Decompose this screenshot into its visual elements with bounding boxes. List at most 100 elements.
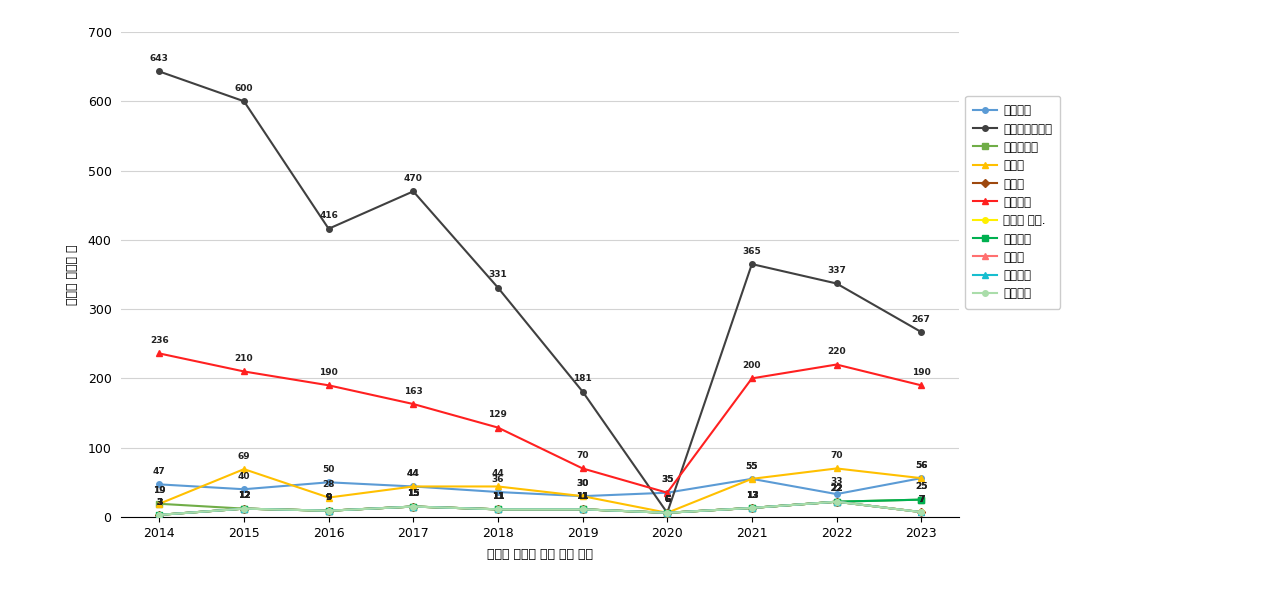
Line: 이베이 인크.: 이베이 인크.: [156, 499, 924, 518]
오드켈셋: [914, 496, 929, 503]
이베이 인크.: [406, 503, 421, 510]
Text: 7: 7: [918, 495, 924, 504]
오드켈셋: [744, 505, 759, 512]
Text: 600: 600: [234, 84, 253, 93]
신한카드: [321, 382, 337, 389]
Text: 36: 36: [492, 475, 504, 484]
Text: 163: 163: [404, 386, 422, 395]
에스케이플래닛: [575, 388, 590, 395]
Text: 3: 3: [156, 497, 163, 506]
카카오: [151, 500, 166, 508]
Text: 22: 22: [831, 484, 842, 493]
Text: 6: 6: [664, 496, 671, 505]
비씨카드: [744, 505, 759, 512]
비씨카드: [151, 511, 166, 518]
십일번가: [237, 485, 252, 493]
Line: 에스케이플래닛: 에스케이플래닛: [156, 69, 924, 515]
이베이 인크.: [490, 506, 506, 513]
Text: 13: 13: [746, 491, 758, 500]
Text: 11: 11: [492, 492, 504, 501]
오드켈셋: [490, 506, 506, 513]
Text: 129: 129: [489, 410, 507, 419]
Text: 70: 70: [831, 451, 842, 460]
Y-axis label: 심사관 피인용 수: 심사관 피인용 수: [67, 244, 79, 305]
Text: 15: 15: [407, 489, 420, 498]
Line: 신한카드: 신한카드: [156, 350, 924, 496]
Line: 네이버: 네이버: [156, 499, 924, 518]
Text: 331: 331: [489, 271, 507, 280]
지마켓: [490, 506, 506, 513]
Text: 13: 13: [746, 491, 758, 500]
에스케이플래닛: [914, 328, 929, 335]
Text: 28: 28: [323, 480, 335, 489]
Text: 11: 11: [492, 492, 504, 501]
비씨카드: [575, 506, 590, 513]
Text: 236: 236: [150, 336, 169, 345]
Text: 44: 44: [492, 469, 504, 478]
Line: 지마켓: 지마켓: [156, 499, 924, 518]
Text: 13: 13: [746, 491, 758, 500]
Line: 하나은행: 하나은행: [156, 499, 924, 518]
지마켓: [151, 511, 166, 518]
Text: 11: 11: [576, 492, 589, 501]
Text: 3: 3: [156, 497, 163, 506]
Text: 12: 12: [238, 491, 251, 500]
비씨카드: [406, 503, 421, 510]
Text: 22: 22: [831, 484, 842, 493]
Text: 181: 181: [573, 374, 591, 383]
Text: 13: 13: [746, 491, 758, 500]
Text: 30: 30: [576, 479, 589, 488]
Text: 7: 7: [918, 495, 924, 504]
Text: 19: 19: [154, 487, 165, 496]
Text: 6: 6: [664, 496, 671, 505]
Text: 47: 47: [154, 467, 165, 476]
신한카드: [490, 424, 506, 431]
오드켈셋: [575, 506, 590, 513]
지마켓: [914, 508, 929, 515]
엔에이치엔: [575, 506, 590, 513]
신한카드: [659, 489, 675, 496]
십일번가: [490, 488, 506, 496]
십일번가: [744, 475, 759, 482]
Text: 11: 11: [492, 492, 504, 501]
비씨카드: [914, 508, 929, 515]
Text: 11: 11: [576, 492, 589, 501]
신한카드: [151, 350, 166, 357]
오드켈셋: [151, 511, 166, 518]
비씨카드: [490, 506, 506, 513]
하나은행: [914, 508, 929, 515]
비씨카드: [237, 505, 252, 512]
네이버: [151, 511, 166, 518]
신한카드: [744, 375, 759, 382]
Text: 6: 6: [664, 496, 671, 505]
Text: 50: 50: [323, 465, 335, 474]
Text: 22: 22: [831, 484, 842, 493]
비씨카드: [659, 509, 675, 517]
Line: 십일번가: 십일번가: [156, 475, 924, 499]
Text: 9: 9: [325, 493, 332, 502]
십일번가: [321, 479, 337, 486]
네이버: [659, 509, 675, 517]
Text: 9: 9: [325, 493, 332, 502]
지마켓: [321, 507, 337, 514]
Text: 11: 11: [492, 492, 504, 501]
에스케이플래닛: [490, 284, 506, 291]
하나은행: [575, 506, 590, 513]
하나은행: [237, 505, 252, 512]
Text: 12: 12: [238, 491, 251, 500]
Line: 비씨카드: 비씨카드: [156, 499, 924, 518]
네이버: [914, 508, 929, 515]
Text: 6: 6: [664, 496, 671, 505]
Text: 35: 35: [660, 475, 673, 484]
Text: 56: 56: [915, 461, 928, 470]
Line: 오드켈셋: 오드켈셋: [156, 497, 924, 518]
Text: 12: 12: [238, 491, 251, 500]
이베이 인크.: [575, 506, 590, 513]
Text: 7: 7: [918, 495, 924, 504]
카카오: [575, 493, 590, 500]
네이버: [829, 498, 845, 505]
이베이 인크.: [151, 511, 166, 518]
오드켈셋: [237, 505, 252, 512]
Text: 22: 22: [831, 484, 842, 493]
Text: 55: 55: [746, 461, 758, 470]
